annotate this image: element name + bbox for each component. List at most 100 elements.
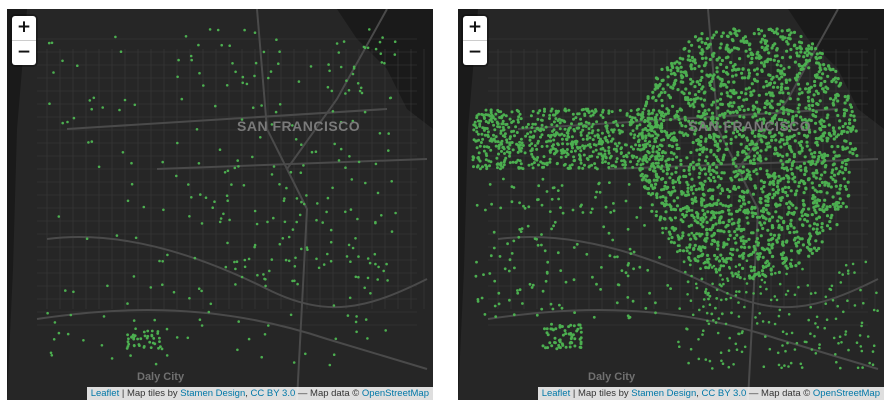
data-point [766,145,770,149]
data-point [522,204,525,208]
data-point [651,186,655,190]
map-left[interactable]: SAN FRANCISCO Daly City + − Leaflet | Ma… [7,9,433,400]
data-point [740,350,744,354]
data-point [632,136,636,140]
data-point [331,110,335,113]
data-point [615,301,619,305]
data-point [822,63,826,67]
data-point [291,228,295,231]
data-point [849,105,853,109]
data-point [800,210,804,214]
data-point [810,251,814,255]
data-point [842,310,845,314]
data-point [264,284,267,288]
data-point [707,176,711,180]
data-point [677,117,681,122]
data-point [519,137,523,141]
data-point [780,29,784,33]
data-point [746,76,750,80]
data-point [593,134,597,138]
data-point [585,252,589,256]
data-point [700,32,704,36]
map-right[interactable]: SAN FRANCISCO Daly City + − Leaflet | Ma… [458,9,884,400]
data-point [720,359,723,363]
data-point [562,119,566,123]
data-point [278,183,281,186]
data-point [768,192,772,196]
data-point [730,121,734,125]
data-point [503,267,507,271]
data-point [741,239,745,243]
data-point [101,106,104,109]
data-point [775,27,779,31]
zoom-out-button[interactable]: − [467,42,483,62]
data-point [786,227,790,231]
data-point [46,311,49,315]
license-link[interactable]: CC BY 3.0 [701,388,747,399]
data-point [738,290,741,293]
data-point [612,147,616,151]
data-point [802,191,806,195]
data-point [153,318,156,322]
data-point [755,322,759,325]
data-point [682,47,686,51]
data-point [92,96,96,100]
data-point [354,237,357,240]
data-point [755,67,759,71]
data-point [591,138,595,142]
data-point [745,282,749,285]
data-point [818,177,822,181]
data-point [686,280,690,284]
data-point [735,348,739,352]
data-point [129,354,132,357]
data-point [741,165,745,169]
stamen-link[interactable]: Stamen Design [631,388,697,399]
data-point [724,204,728,208]
data-point [802,55,806,59]
data-point [706,210,710,214]
data-point [687,168,691,172]
data-point [302,164,305,167]
data-point [638,265,642,269]
data-point [102,315,106,318]
data-point [846,299,849,303]
data-point [519,230,523,234]
data-point [717,135,721,139]
data-point [267,76,270,80]
data-point [797,131,801,135]
data-point [818,183,822,188]
data-point [699,267,702,270]
osm-link[interactable]: OpenStreetMap [812,388,880,399]
zoom-in-button[interactable]: + [463,16,487,41]
stamen-link[interactable]: Stamen Design [180,388,246,399]
data-point [483,117,486,120]
data-point [759,285,762,289]
data-point [804,87,808,91]
leaflet-link[interactable]: Leaflet [541,388,571,399]
data-point [378,132,382,135]
data-point [697,64,701,68]
data-point [836,144,840,149]
data-point [559,155,563,159]
zoom-in-button[interactable]: + [12,16,36,41]
data-point [735,129,740,134]
data-point [846,96,850,100]
data-point [658,93,662,97]
data-point [689,127,693,131]
data-point [771,85,776,89]
data-point [664,210,668,214]
data-point [792,152,796,156]
zoom-out-button[interactable]: − [16,42,32,62]
data-point [652,169,656,173]
data-point [818,136,822,140]
osm-link[interactable]: OpenStreetMap [361,388,429,399]
data-point [826,184,830,188]
data-point [814,322,817,325]
data-point [541,289,545,293]
leaflet-link[interactable]: Leaflet [90,388,120,399]
license-link[interactable]: CC BY 3.0 [250,388,296,399]
data-point [753,154,757,158]
data-point [299,171,303,174]
data-point [479,141,483,144]
data-point [604,155,608,159]
